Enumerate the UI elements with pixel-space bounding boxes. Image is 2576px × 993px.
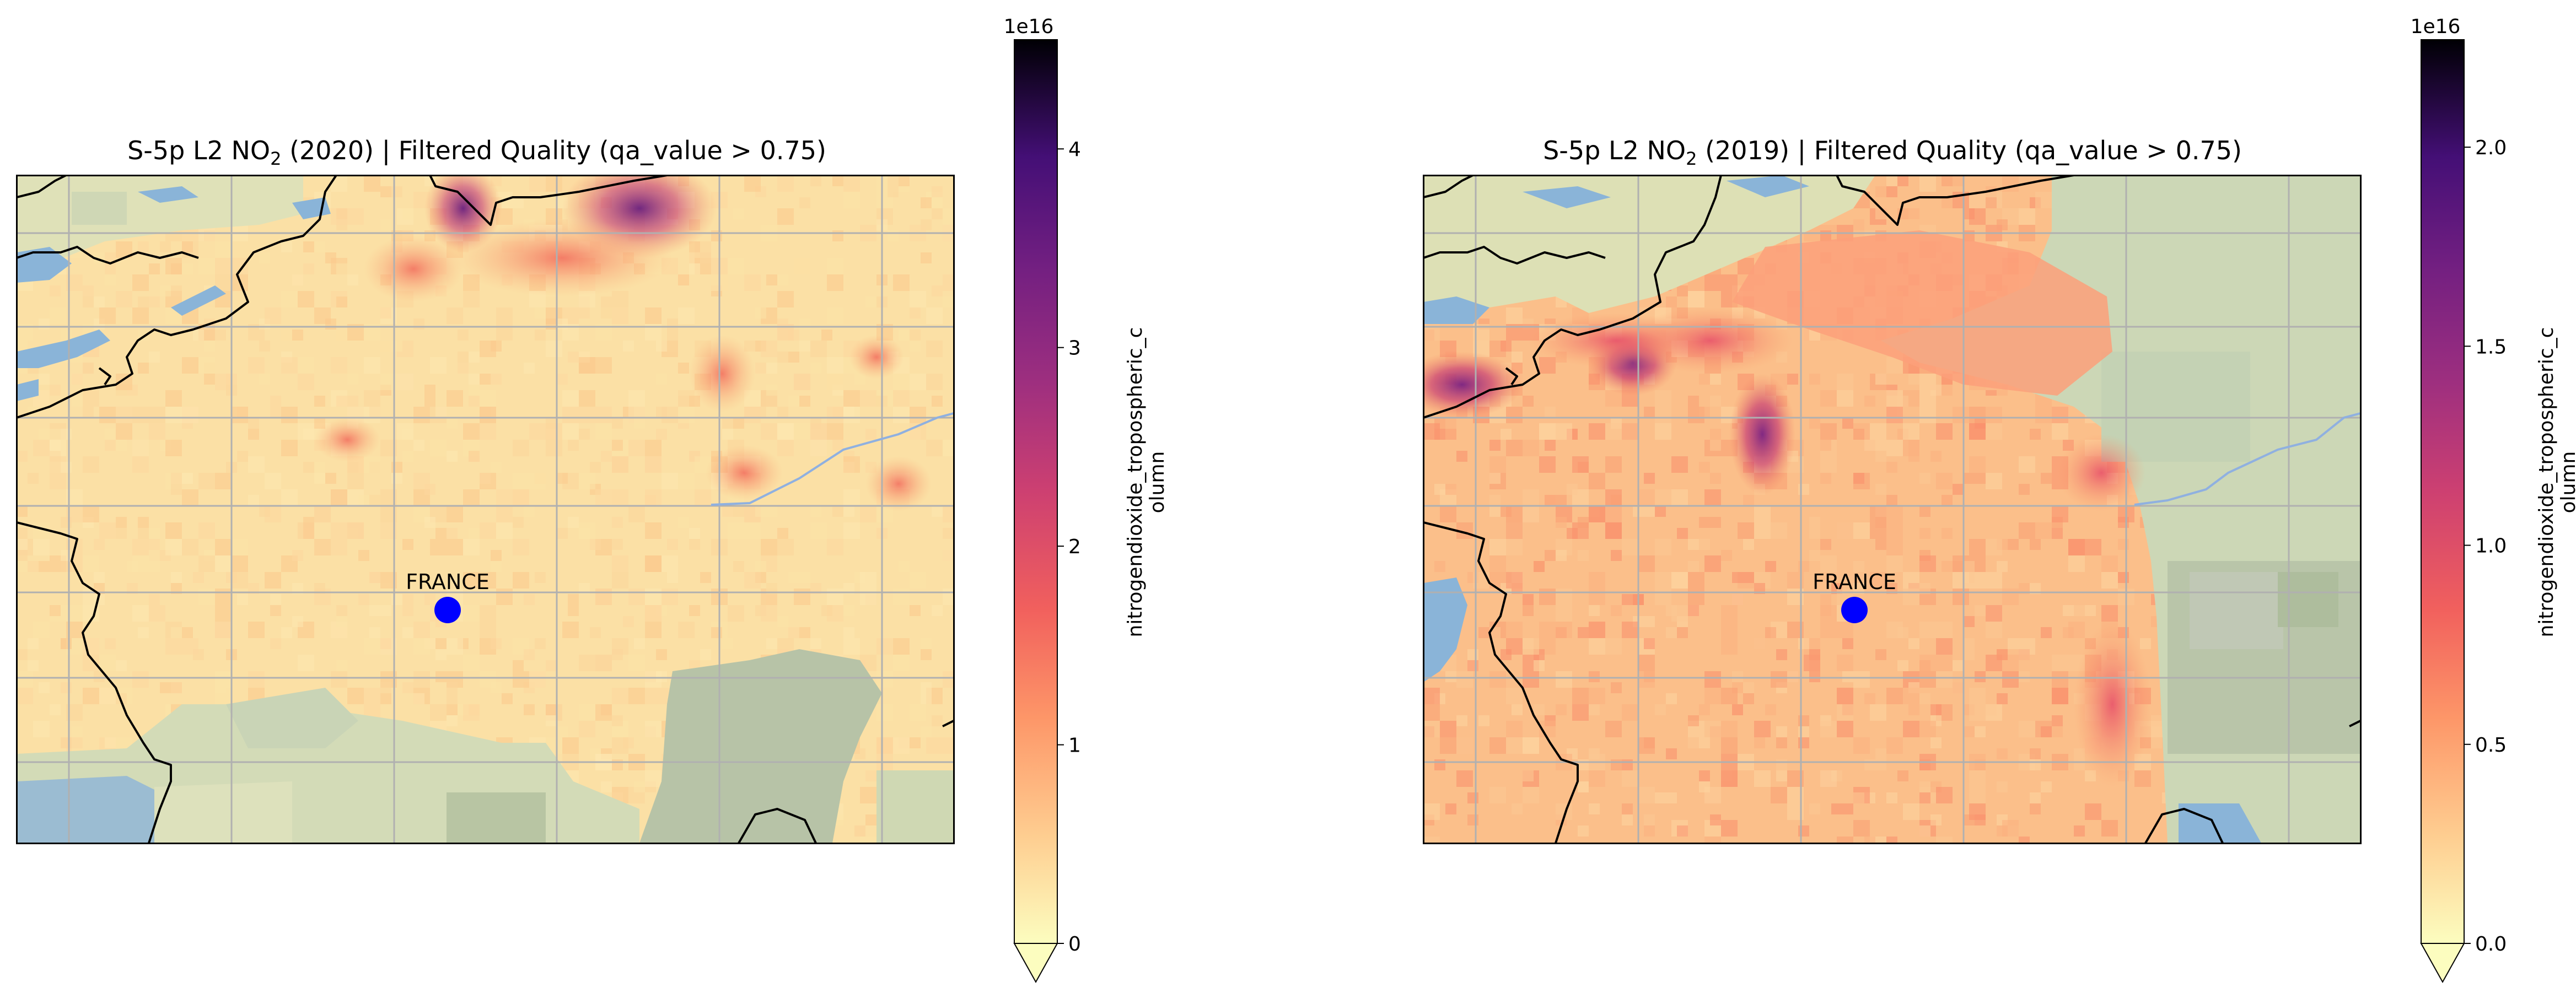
- map-frame-2019: [1423, 175, 2362, 844]
- water-region: [17, 247, 72, 283]
- water-region: [1727, 175, 1809, 197]
- water-region: [1423, 578, 1467, 682]
- colorbar-tick-label: 1.5: [2475, 336, 2507, 358]
- france-label: FRANCE: [406, 570, 490, 594]
- graticule: [1423, 175, 2360, 843]
- no-data-region: [72, 192, 127, 225]
- river: [2134, 412, 2360, 506]
- no-data-region: [2190, 572, 2283, 649]
- colorbar-tick-label: 1.0: [2475, 535, 2507, 558]
- no-data-region: [154, 781, 292, 843]
- colorbar-label-2019: nitrogendioxide_tropospheric_c olumn: [2535, 327, 2576, 638]
- colorbar-label-2020: nitrogendioxide_tropospheric_c olumn: [1124, 327, 1169, 638]
- no-data-region: [447, 792, 546, 843]
- water-region: [1523, 186, 1611, 208]
- water-region: [17, 330, 110, 368]
- colorbar-offset-text: 1e16: [1004, 15, 1054, 38]
- france-marker: [434, 597, 461, 623]
- no-data-region: [1423, 175, 1875, 313]
- water-region: [17, 776, 160, 843]
- water-region: [17, 379, 39, 401]
- map-title-2019: S-5p L2 NO2 (2019) | Filtered Quality (q…: [1543, 136, 2242, 170]
- colorbar-tick-label: 0: [1068, 933, 1081, 956]
- france-marker: [1841, 597, 1868, 623]
- water-region: [138, 186, 198, 203]
- coastline: [17, 175, 954, 843]
- colorbar-tick-label: 0.5: [2475, 734, 2507, 757]
- colorbar-offset-text: 1e16: [2411, 15, 2461, 38]
- colorbar-tick-label: 1: [1068, 735, 1081, 757]
- no-data-region: [2101, 352, 2250, 462]
- water-region: [1423, 296, 1489, 324]
- no-data-region: [226, 688, 358, 748]
- no-data-region: [876, 770, 954, 843]
- map-frame-2020: [16, 175, 955, 844]
- river: [711, 412, 954, 506]
- colorbar-tick-label: 2: [1068, 536, 1081, 558]
- no-data-region: [639, 649, 882, 843]
- france-label: FRANCE: [1813, 570, 1896, 594]
- colorbar-tick-label: 2.0: [2475, 137, 2507, 159]
- colorbar-2020: 1e16 0 1 2 3 4: [1004, 15, 1081, 984]
- colorbar-tick-label: 3: [1068, 337, 1081, 360]
- coastline: [1423, 175, 2360, 843]
- map-title-2020: S-5p L2 NO2 (2020) | Filtered Quality (q…: [127, 136, 826, 170]
- colorbar-tick-label: 4: [1068, 138, 1081, 161]
- colorbar-2019: 1e16 0.0 0.5 1.0 1.5 2.0: [2411, 15, 2507, 984]
- water-region: [2179, 803, 2261, 843]
- map-panel-2020: FRANCE: [17, 175, 954, 843]
- no-data-region: [2278, 572, 2338, 627]
- colorbar-tick-label: 0.0: [2475, 933, 2507, 956]
- map-panel-2019: FRANCE: [1423, 175, 2360, 843]
- water-region: [171, 285, 226, 316]
- graticule: [17, 175, 954, 843]
